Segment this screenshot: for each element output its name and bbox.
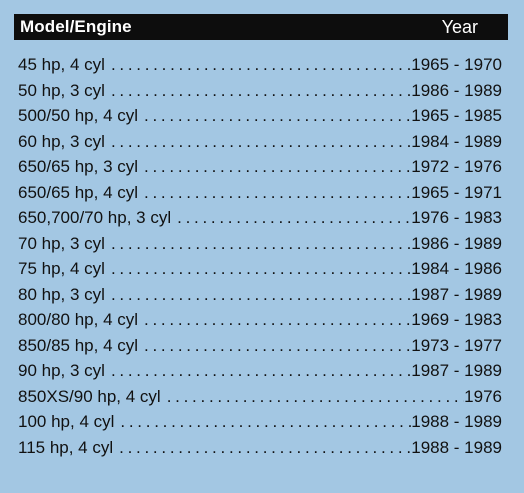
table-row: 650/65 hp, 3 cyl 1972 - 1976	[18, 157, 502, 183]
dot-leader	[177, 208, 411, 228]
model-engine-cell: 70 hp, 3 cyl	[18, 233, 105, 253]
model-engine-cell: 650/65 hp, 3 cyl	[18, 157, 139, 176]
dot-leader	[119, 438, 411, 458]
dot-leader	[111, 55, 411, 75]
dot-leader	[144, 106, 411, 126]
model-engine-cell: 500/50 hp, 4 cyl	[18, 106, 139, 125]
year-cell: 1984 - 1986	[411, 259, 502, 278]
model-engine-cell: 800/80 hp, 4 cyl	[18, 310, 139, 329]
year-cell: 1965 - 1985	[411, 106, 502, 125]
dot-leader	[144, 336, 411, 356]
dot-leader	[144, 310, 411, 330]
year-cell: 1988 - 1989	[411, 437, 502, 457]
model-engine-cell: 100 hp, 4 cyl	[18, 412, 115, 431]
year-cell: 1965 - 1970	[411, 55, 502, 74]
model-list: 45 hp, 4 cyl 1965 - 1970 50 hp, 3 cyl 19…	[18, 55, 502, 463]
year-cell: 1984 - 1989	[411, 131, 502, 151]
dot-leader	[111, 234, 411, 254]
year-cell: 1969 - 1983	[411, 310, 502, 329]
table-row: 70 hp, 3 cyl 1986 - 1989	[18, 234, 502, 260]
year-cell: 1986 - 1989	[411, 80, 502, 100]
dot-leader	[111, 132, 411, 152]
table-row: 850/85 hp, 4 cyl 1973 - 1977	[18, 336, 502, 362]
header-year: Year	[441, 16, 478, 37]
dot-leader	[111, 81, 411, 101]
table-row: 80 hp, 3 cyl 1987 - 1989	[18, 285, 502, 311]
table-row: 100 hp, 4 cyl 1988 - 1989	[18, 412, 502, 438]
model-engine-cell: 850/85 hp, 4 cyl	[18, 335, 139, 355]
table-header: Model/Engine Year	[14, 14, 508, 40]
model-engine-cell: 650,700/70 hp, 3 cyl	[18, 208, 172, 227]
model-engine-cell: 650/65 hp, 4 cyl	[18, 182, 139, 202]
year-cell: 1965 - 1971	[411, 182, 502, 202]
table-row: 50 hp, 3 cyl 1986 - 1989	[18, 81, 502, 107]
table-row: 500/50 hp, 4 cyl 1965 - 1985	[18, 106, 502, 132]
table-row: 115 hp, 4 cyl 1988 - 1989	[18, 438, 502, 464]
model-engine-cell: 90 hp, 3 cyl	[18, 361, 105, 380]
table-row: 45 hp, 4 cyl 1965 - 1970	[18, 55, 502, 81]
model-engine-cell: 75 hp, 4 cyl	[18, 259, 105, 278]
table-row: 800/80 hp, 4 cyl 1969 - 1983	[18, 310, 502, 336]
model-engine-cell: 60 hp, 3 cyl	[18, 131, 105, 151]
year-cell: 1973 - 1977	[411, 335, 502, 355]
table-row: 650,700/70 hp, 3 cyl 1976 - 1983	[18, 208, 502, 234]
year-cell: 1987 - 1989	[411, 361, 502, 380]
table-row: 90 hp, 3 cyl 1987 - 1989	[18, 361, 502, 387]
dot-leader	[111, 259, 411, 279]
table-row: 75 hp, 4 cyl 1984 - 1986	[18, 259, 502, 285]
dot-leader	[167, 387, 464, 407]
dot-leader	[144, 157, 411, 177]
table-row: 60 hp, 3 cyl 1984 - 1989	[18, 132, 502, 158]
model-engine-cell: 45 hp, 4 cyl	[18, 55, 105, 74]
year-cell: 1976 - 1983	[411, 208, 502, 227]
dot-leader	[111, 361, 411, 381]
model-engine-cell: 115 hp, 4 cyl	[18, 437, 114, 457]
table-row: 650/65 hp, 4 cyl 1965 - 1971	[18, 183, 502, 209]
model-engine-cell: 50 hp, 3 cyl	[18, 80, 105, 100]
model-engine-cell: 850XS/90 hp, 4 cyl	[18, 386, 161, 406]
year-cell: 1972 - 1976	[411, 157, 502, 176]
model-engine-cell: 80 hp, 3 cyl	[18, 284, 105, 304]
year-cell: 1986 - 1989	[411, 233, 502, 253]
dot-leader	[111, 285, 411, 305]
table-row: 850XS/90 hp, 4 cyl 1976	[18, 387, 502, 413]
year-cell: 1976	[464, 386, 502, 406]
dot-leader	[144, 183, 411, 203]
dot-leader	[120, 412, 411, 432]
year-cell: 1987 - 1989	[411, 284, 502, 304]
year-cell: 1988 - 1989	[411, 412, 502, 431]
header-model-engine: Model/Engine	[20, 17, 132, 36]
